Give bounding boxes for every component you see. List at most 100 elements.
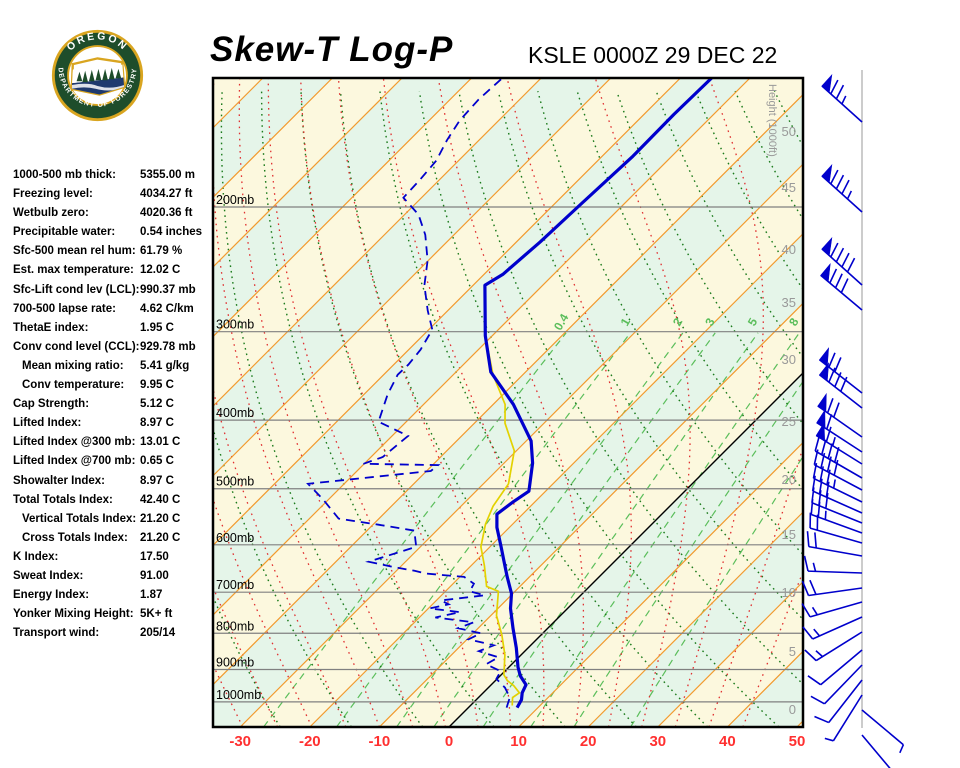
stat-value: 21.20 C: [140, 512, 181, 525]
stat-value: 21.20 C: [140, 531, 181, 544]
background-bands: [213, 78, 803, 727]
stat-label: Showalter Index:: [13, 474, 106, 487]
wind-barb: [813, 449, 863, 491]
stat-row: Est. max temperature: 12.02 C: [13, 262, 213, 281]
stat-label: Lifted Index:: [13, 417, 82, 430]
stat-label: Transport wind:: [13, 627, 100, 640]
stat-label: 1000-500 mb thick:: [13, 169, 116, 181]
stat-row: Sfc-Lift cond lev (LCL): 990.37 mb: [13, 282, 213, 301]
stat-value: 4.62 C/km: [140, 302, 194, 315]
stat-row: K Index: 17.50: [13, 549, 213, 568]
stat-value: 42.40 C: [140, 493, 181, 506]
stat-row: Lifted Index @300 mb: 13.01 C: [13, 434, 213, 453]
wind-barb: [807, 649, 863, 686]
stat-label: Wetbulb zero:: [13, 207, 89, 220]
stat-label: Conv temperature:: [22, 379, 125, 392]
temp-tick-label: -10: [369, 733, 391, 750]
dewpoint-curve: [306, 78, 511, 708]
temperature-axis-labels: -30 -20 -10 0 10 20 30 40 50: [229, 733, 805, 750]
wind-barb: [821, 163, 863, 213]
temp-tick-label: 40: [719, 733, 736, 750]
wind-barb: [861, 709, 905, 754]
stat-label: Energy Index:: [13, 589, 90, 602]
wind-barbs: [801, 73, 905, 768]
wind-barb: [814, 435, 863, 479]
stat-label: Sweat Index:: [13, 569, 84, 582]
wind-barb: [824, 694, 863, 742]
stat-value: 5.41 g/kg: [140, 359, 190, 372]
stat-label: K Index:: [13, 550, 59, 563]
stat-row: 700-500 lapse rate: 4.62 C/km: [13, 301, 213, 320]
sounding-indices-panel: 1000-500 mb thick: 5355.00 m Freezing leve…: [13, 167, 213, 644]
temp-tick-label: -20: [299, 733, 321, 750]
stat-value: 17.50: [140, 550, 169, 563]
pressure-label: 700mb: [216, 578, 254, 592]
wind-barb: [806, 531, 863, 557]
wind-barb: [801, 601, 863, 618]
temp-tick-label: 50: [789, 733, 806, 750]
station-datetime-label: KSLE 0000Z 29 DEC 22: [528, 42, 778, 68]
stat-value: 5K+ ft: [140, 608, 173, 621]
stat-label: Vertical Totals Index:: [22, 512, 137, 525]
stat-row: Lifted Index @700 mb: 0.65 C: [13, 453, 213, 472]
wind-barb: [814, 679, 863, 724]
stat-label: Lifted Index @700 mb:: [13, 455, 136, 468]
stat-row: Cross Totals Index: 21.20 C: [13, 530, 213, 549]
height-tick-label: 30: [782, 352, 796, 367]
stat-row: Energy Index: 1.87: [13, 587, 213, 606]
stat-label: 700-500 lapse rate:: [13, 302, 116, 315]
odf-logo: OREGON DEPARTMENT OF FORESTRY: [51, 29, 144, 122]
stat-row: Cap Strength: 5.12 C: [13, 396, 213, 415]
stat-value: 13.01 C: [140, 436, 181, 449]
stat-label: Est. max temperature:: [13, 264, 134, 277]
pressure-label: 400mb: [216, 406, 254, 420]
plot-border: [211, 76, 805, 729]
temp-tick-label: 0: [445, 733, 453, 750]
temp-tick-label: 20: [580, 733, 597, 750]
wind-barb: [804, 631, 863, 662]
wind-barb: [820, 263, 863, 311]
wind-barb: [861, 734, 898, 768]
height-tick-label: 20: [782, 472, 796, 487]
pressure-label: 300mb: [216, 318, 254, 332]
stat-row: 1000-500 mb thick: 5355.00 m: [13, 167, 213, 186]
stat-row: ThetaE index: 1.95 C: [13, 320, 213, 339]
stat-label: Mean mixing ratio:: [22, 359, 124, 372]
height-tick-label: 50: [782, 124, 796, 139]
stat-label: Conv cond level (CCL):: [13, 340, 140, 353]
stat-row: Showalter Index: 8.97 C: [13, 473, 213, 492]
stat-row: Total Totals Index: 42.40 C: [13, 492, 213, 511]
stat-row: Wetbulb zero: 4020.36 ft: [13, 205, 213, 224]
stat-row: Sfc-500 mean rel hum: 61.79 %: [13, 243, 213, 262]
wind-barb: [803, 555, 863, 574]
height-tick-label: 0: [789, 702, 796, 717]
stat-row: Precipitable water: 0.54 inches: [13, 224, 213, 243]
pressure-label: 600mb: [216, 531, 254, 545]
pressure-gridlines: [213, 206, 803, 703]
page-title: Skew-T Log-P: [210, 30, 454, 69]
isotherms: [213, 78, 803, 727]
stat-row: Conv cond level (CCL): 929.78 mb: [13, 339, 213, 358]
stat-value: 91.00: [140, 569, 169, 582]
wind-barb: [821, 73, 863, 123]
wind-barb: [810, 664, 863, 705]
stat-value: 5355.00 m: [140, 169, 195, 181]
height-tick-label: 35: [782, 295, 796, 310]
stat-label: Yonker Mixing Height:: [13, 608, 134, 621]
stat-row: Vertical Totals Index: 21.20 C: [13, 511, 213, 530]
stat-label: Cross Totals Index:: [22, 531, 128, 544]
height-tick-label: 45: [782, 180, 796, 195]
stat-row: Lifted Index: 8.97 C: [13, 415, 213, 434]
stat-label: Lifted Index @300 mb:: [13, 436, 136, 449]
stat-row: Yonker Mixing Height: 5K+ ft: [13, 606, 213, 625]
wind-barb: [812, 462, 863, 503]
stat-label: ThetaE index:: [13, 321, 89, 334]
wind-barb: [815, 421, 863, 465]
pressure-label: 500mb: [216, 475, 254, 489]
stat-row: Freezing level: 4034.27 ft: [13, 186, 213, 205]
stat-value: 205/14: [140, 627, 176, 640]
pressure-axis-labels: 200mb 300mb 400mb 500mb 600mb 700mb 800mb 900mb…: [216, 193, 261, 702]
height-tick-label: 25: [782, 414, 796, 429]
stat-value: 4034.27 ft: [140, 188, 193, 201]
